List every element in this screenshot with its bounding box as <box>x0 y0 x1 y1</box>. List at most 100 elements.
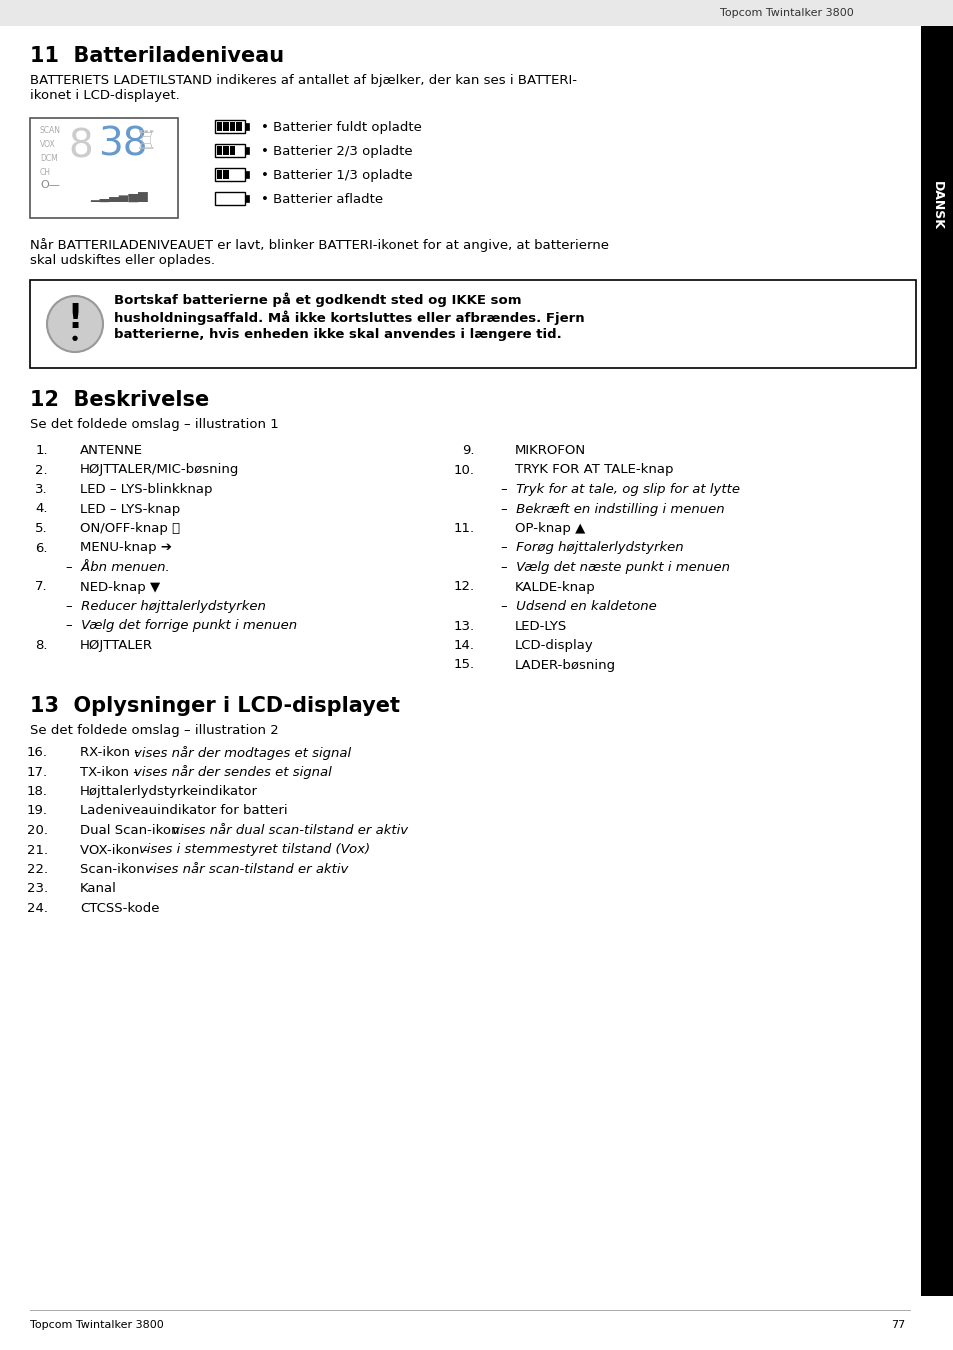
Text: 10.: 10. <box>454 463 475 477</box>
Text: vises når dual scan-tilstand er aktiv: vises når dual scan-tilstand er aktiv <box>172 824 408 837</box>
Text: Topcom Twintalker 3800: Topcom Twintalker 3800 <box>720 8 853 18</box>
Text: 20.: 20. <box>27 824 48 837</box>
Text: Kanal: Kanal <box>80 883 117 895</box>
Text: HØJTTALER: HØJTTALER <box>80 639 152 652</box>
Text: 15.: 15. <box>454 659 475 671</box>
Bar <box>0 0 953 26</box>
Text: 12  Beskrivelse: 12 Beskrivelse <box>30 390 209 410</box>
Text: LADER-bøsning: LADER-bøsning <box>515 659 616 671</box>
Text: 7.: 7. <box>35 580 48 594</box>
Text: 13  Oplysninger i LCD-displayet: 13 Oplysninger i LCD-displayet <box>30 697 399 716</box>
Text: Dual Scan-ikon -: Dual Scan-ikon - <box>80 824 193 837</box>
Text: • Batterier fuldt opladte: • Batterier fuldt opladte <box>261 122 421 134</box>
Text: 38: 38 <box>98 126 148 163</box>
Text: husholdningsaffald. Må ikke kortsluttes eller afbrændes. Fjern: husholdningsaffald. Må ikke kortsluttes … <box>113 310 584 324</box>
Text: LED – LYS-blinkknap: LED – LYS-blinkknap <box>80 483 213 495</box>
Text: –  Reducer højttalerlydstyrken: – Reducer højttalerlydstyrken <box>66 599 266 613</box>
Text: 2.: 2. <box>35 463 48 477</box>
Text: 19.: 19. <box>27 805 48 818</box>
Text: DCM: DCM <box>40 154 58 163</box>
Text: LED – LYS-knap: LED – LYS-knap <box>80 502 180 516</box>
Bar <box>214 144 245 157</box>
Bar <box>216 122 222 131</box>
Text: Bortskaf batterierne på et godkendt sted og IKKE som: Bortskaf batterierne på et godkendt sted… <box>113 292 521 306</box>
Bar <box>214 167 245 181</box>
Text: • Batterier afladte: • Batterier afladte <box>261 193 383 207</box>
Text: MIKROFON: MIKROFON <box>515 444 585 458</box>
Text: 9.: 9. <box>462 444 475 458</box>
Bar <box>223 170 229 180</box>
Text: ♖: ♖ <box>135 130 157 154</box>
Text: Topcom Twintalker 3800: Topcom Twintalker 3800 <box>30 1320 164 1330</box>
Text: –  Bekræft en indstilling i menuen: – Bekræft en indstilling i menuen <box>500 502 724 516</box>
Text: 3.: 3. <box>35 483 48 495</box>
Text: 16.: 16. <box>27 747 48 759</box>
Text: batterierne, hvis enheden ikke skal anvendes i længere tid.: batterierne, hvis enheden ikke skal anve… <box>113 328 561 342</box>
Text: Når BATTERILADENIVEAUET er lavt, blinker BATTERI-ikonet for at angive, at batter: Når BATTERILADENIVEAUET er lavt, blinker… <box>30 238 608 267</box>
Text: Se det foldede omslag – illustration 1: Se det foldede omslag – illustration 1 <box>30 418 278 431</box>
Text: ▁▂▃▄▅▆: ▁▂▃▄▅▆ <box>90 190 148 202</box>
Bar <box>216 170 222 180</box>
Text: SCAN: SCAN <box>40 126 61 135</box>
Text: vises når der sendes et signal: vises når der sendes et signal <box>133 765 332 779</box>
Text: ON/OFF-knap ⏻: ON/OFF-knap ⏻ <box>80 522 180 535</box>
Bar <box>30 279 915 369</box>
Text: VOX: VOX <box>40 140 55 148</box>
Text: LED-LYS: LED-LYS <box>515 620 567 633</box>
Text: ANTENNE: ANTENNE <box>80 444 143 458</box>
Text: TX-ikon -: TX-ikon - <box>80 765 142 779</box>
Text: 8: 8 <box>68 128 92 166</box>
Bar <box>214 120 245 134</box>
Bar <box>245 171 249 178</box>
Text: –  Udsend en kaldetone: – Udsend en kaldetone <box>500 599 656 613</box>
Bar <box>30 117 178 217</box>
Text: VOX-ikon -: VOX-ikon - <box>80 844 152 856</box>
Bar <box>236 122 242 131</box>
Bar <box>230 122 235 131</box>
Text: –  Forøg højttalerlydstyrken: – Forøg højttalerlydstyrken <box>500 541 683 555</box>
Text: NED-knap ▼: NED-knap ▼ <box>80 580 160 594</box>
Text: BATTERIETS LADETILSTAND indikeres af antallet af bjælker, der kan ses i BATTERI-: BATTERIETS LADETILSTAND indikeres af ant… <box>30 74 577 103</box>
Text: 22.: 22. <box>27 863 48 876</box>
Text: 11.: 11. <box>454 522 475 535</box>
Text: 21.: 21. <box>27 844 48 856</box>
Text: TRYK FOR AT TALE-knap: TRYK FOR AT TALE-knap <box>515 463 673 477</box>
Text: 5.: 5. <box>35 522 48 535</box>
Text: • Batterier 2/3 opladte: • Batterier 2/3 opladte <box>261 144 413 158</box>
Text: 6.: 6. <box>35 541 48 555</box>
Bar <box>223 146 229 155</box>
Text: vises når der modtages et signal: vises når der modtages et signal <box>133 747 351 760</box>
Text: 14.: 14. <box>454 639 475 652</box>
Text: 12.: 12. <box>454 580 475 594</box>
Text: Ladeniveauindikator for batteri: Ladeniveauindikator for batteri <box>80 805 287 818</box>
Bar <box>245 194 249 202</box>
Text: 8.: 8. <box>35 639 48 652</box>
Text: LCD-display: LCD-display <box>515 639 593 652</box>
Bar <box>214 192 245 205</box>
Text: vises når scan-tilstand er aktiv: vises når scan-tilstand er aktiv <box>145 863 348 876</box>
Text: 1.: 1. <box>35 444 48 458</box>
Text: vises i stemmestyret tilstand (Vox): vises i stemmestyret tilstand (Vox) <box>139 844 370 856</box>
Text: 17.: 17. <box>27 765 48 779</box>
Text: HØJTTALER/MIC-bøsning: HØJTTALER/MIC-bøsning <box>80 463 239 477</box>
Text: DANSK: DANSK <box>930 181 943 230</box>
Text: 13.: 13. <box>454 620 475 633</box>
Bar <box>245 123 249 130</box>
Text: CH: CH <box>40 167 51 177</box>
Text: Højttalerlydstyrkeindikator: Højttalerlydstyrkeindikator <box>80 784 257 798</box>
Bar <box>230 146 235 155</box>
Text: 11  Batteriladeniveau: 11 Batteriladeniveau <box>30 46 284 66</box>
Text: 77: 77 <box>890 1320 904 1330</box>
Text: –  Tryk for at tale, og slip for at lytte: – Tryk for at tale, og slip for at lytte <box>500 483 740 495</box>
Circle shape <box>47 296 103 352</box>
Text: ●: ● <box>71 335 78 342</box>
Text: • Batterier 1/3 opladte: • Batterier 1/3 opladte <box>261 169 413 182</box>
Text: KALDE-knap: KALDE-knap <box>515 580 595 594</box>
Text: Se det foldede omslag – illustration 2: Se det foldede omslag – illustration 2 <box>30 724 278 737</box>
Text: 18.: 18. <box>27 784 48 798</box>
Text: 4.: 4. <box>35 502 48 516</box>
Text: RX-ikon -: RX-ikon - <box>80 747 143 759</box>
Text: O—: O— <box>40 180 60 190</box>
Text: CTCSS-kode: CTCSS-kode <box>80 902 159 915</box>
Bar <box>920 26 953 1296</box>
